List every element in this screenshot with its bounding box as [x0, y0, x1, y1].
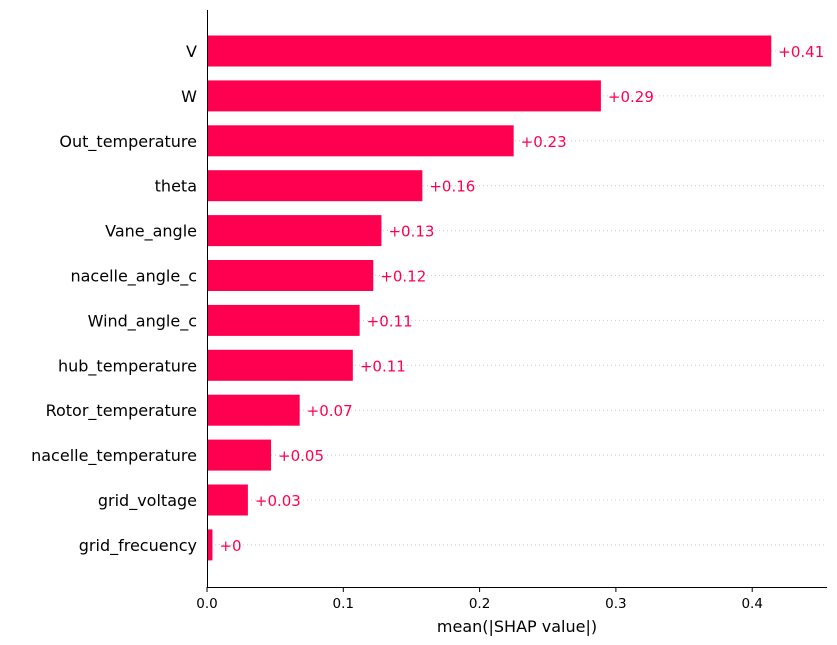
bar: [207, 529, 213, 561]
bar: [207, 394, 300, 426]
bar: [207, 80, 601, 112]
bar: [207, 170, 423, 202]
x-tick-label: 0.1: [333, 596, 354, 612]
category-label: W: [181, 87, 197, 106]
x-tick-label: 0.4: [741, 596, 762, 612]
category-label: grid_frecuency: [79, 536, 197, 556]
x-tick-label: 0.3: [605, 596, 626, 612]
x-ticks: 0.0 0.1 0.2 0.3 0.4: [196, 587, 763, 612]
value-label: +0.16: [429, 178, 475, 196]
category-label: theta: [155, 177, 197, 196]
bar: [207, 304, 360, 336]
value-label: +0: [219, 537, 241, 555]
value-label: +0.13: [388, 223, 434, 241]
bar: [207, 349, 353, 381]
bar: [207, 125, 514, 157]
x-axis-title: mean(|SHAP value|): [437, 617, 597, 636]
x-tick-label: 0.0: [196, 596, 217, 612]
value-label: +0.05: [278, 447, 324, 465]
bar: [207, 484, 248, 516]
category-label: Out_temperature: [59, 132, 197, 152]
bar: [207, 260, 374, 291]
category-label: Wind_angle_c: [88, 311, 197, 331]
value-label: +0.29: [608, 88, 654, 106]
category-label: grid_voltage: [98, 491, 197, 511]
category-label: hub_temperature: [58, 356, 197, 376]
bars: [207, 35, 772, 561]
category-label: V: [186, 42, 197, 61]
value-label: +0.41: [778, 43, 824, 61]
value-label: +0.07: [307, 402, 353, 420]
bar: [207, 439, 272, 471]
value-label: +0.11: [367, 312, 413, 330]
bar: [207, 215, 382, 247]
value-label: +0.12: [380, 268, 426, 286]
x-tick-label: 0.2: [469, 596, 490, 612]
category-label: Rotor_temperature: [46, 401, 197, 421]
value-label: +0.23: [521, 133, 567, 151]
category-label: nacelle_temperature: [31, 446, 197, 466]
value-label: +0.11: [360, 357, 406, 375]
value-labels: +0.41 +0.29 +0.23 +0.16 +0.13 +0.12 +0.11 +0.11…: [219, 43, 824, 555]
guide-lines: [207, 50, 827, 546]
bar: [207, 35, 772, 67]
value-label: +0.03: [255, 492, 301, 510]
category-label: Vane_angle: [105, 222, 197, 242]
category-label: nacelle_angle_c: [70, 267, 197, 287]
